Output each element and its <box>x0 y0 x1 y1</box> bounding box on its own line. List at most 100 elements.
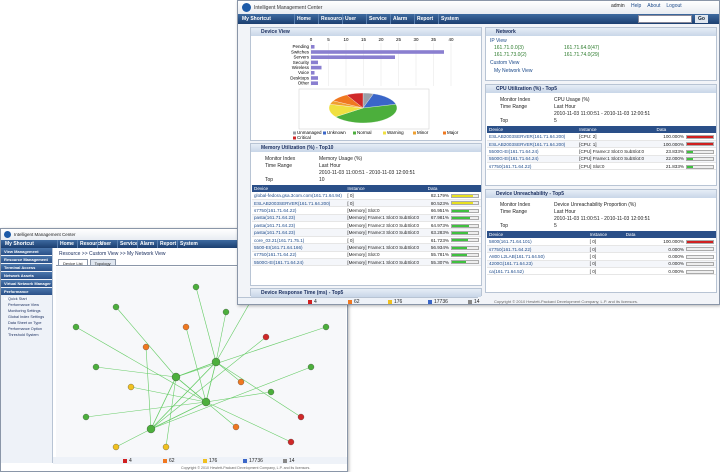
device[interactable]: pasta(161.71.64.23) <box>252 214 346 223</box>
alarm-count[interactable]: 4 <box>314 299 317 305</box>
header-link[interactable]: Help <box>631 3 642 9</box>
alarm-count[interactable]: 17736 <box>434 299 448 305</box>
nav-item[interactable]: Home <box>57 240 76 248</box>
device[interactable]: ca(161.71.64.52) <box>487 267 588 276</box>
device[interactable]: 5500-EI(161.71.64.166) <box>252 243 346 252</box>
my-view[interactable]: My Network View <box>494 68 533 74</box>
subnet-link[interactable]: 161.71.73.0(2) <box>494 52 527 58</box>
device-node[interactable] <box>232 423 240 431</box>
device-node[interactable] <box>201 397 211 407</box>
device[interactable]: pasta(161.71.64.23) <box>252 221 346 230</box>
tab[interactable]: Topology <box>89 259 116 266</box>
device-node[interactable] <box>112 443 120 451</box>
device-node[interactable] <box>162 443 170 451</box>
device-node[interactable] <box>322 323 330 331</box>
device-node[interactable] <box>171 372 181 382</box>
device[interactable]: 5800(161.71.64.101) <box>487 238 588 246</box>
nav-item[interactable]: Service <box>117 240 140 248</box>
link <box>150 376 177 430</box>
nav-item[interactable]: Alarm <box>137 240 156 248</box>
device[interactable]: global-fedora.gsa.3com.com(161.71.64.94) <box>252 192 346 200</box>
device-node[interactable] <box>287 438 295 446</box>
subnet-link[interactable]: 161.71.74.0(29) <box>564 52 600 58</box>
nav-item[interactable]: Alarm <box>390 14 409 24</box>
device-node[interactable] <box>267 388 275 396</box>
subnet-link[interactable]: 161.71.0.0(3) <box>494 45 524 51</box>
menu-section[interactable]: Network Assets <box>1 272 52 279</box>
menu-item[interactable]: Data Sheet on Type <box>8 321 42 325</box>
device-node[interactable] <box>262 333 270 341</box>
device-node[interactable] <box>142 343 150 351</box>
device-node[interactable] <box>307 363 315 371</box>
device-node[interactable] <box>211 357 221 367</box>
device-node[interactable] <box>72 323 80 331</box>
device[interactable]: A800 L2LAB(161.71.64.50) <box>487 252 588 261</box>
nav-item[interactable]: User <box>342 14 358 24</box>
nav-item[interactable]: Report <box>414 14 435 24</box>
device-node[interactable] <box>192 283 200 291</box>
device-node[interactable] <box>182 323 190 331</box>
nav-item[interactable]: System <box>177 240 200 248</box>
nav-item[interactable]: Resource <box>318 14 346 24</box>
search-button[interactable]: Go <box>695 15 708 23</box>
device-node[interactable] <box>297 413 305 421</box>
alarm-count[interactable]: 14 <box>474 299 480 305</box>
device-node[interactable] <box>112 303 120 311</box>
custom-view[interactable]: Custom View <box>490 60 520 66</box>
menu-section[interactable]: Terminal Access <box>1 264 52 271</box>
device[interactable]: core_03.21(161.71.75.1) <box>252 236 346 245</box>
header-link[interactable]: Logout <box>666 3 682 9</box>
device-node[interactable] <box>237 378 245 386</box>
device[interactable]: pasta(161.71.64.23) <box>252 228 346 237</box>
shortcut[interactable]: My Shortcut <box>5 241 34 247</box>
header-link[interactable]: About <box>647 3 661 9</box>
menu-section[interactable]: Resource Management <box>1 256 52 263</box>
menu-item[interactable]: Monitoring Settings <box>8 309 41 313</box>
menu-item[interactable]: Global Index Settings <box>8 315 45 319</box>
alarm-count[interactable]: 14 <box>289 458 295 464</box>
ip-view[interactable]: IP View <box>490 38 507 44</box>
alarm-count[interactable]: 4 <box>129 458 132 464</box>
device-node[interactable] <box>222 308 230 316</box>
device[interactable]: 5500G-EI(161.71.64.24) <box>487 155 578 164</box>
column-header: Instance <box>345 185 426 192</box>
device-node[interactable] <box>146 424 156 434</box>
shortcut[interactable]: My Shortcut <box>242 16 271 22</box>
device[interactable]: s7750(161.71.64.22) <box>487 162 578 171</box>
nav-item[interactable]: Resource <box>77 240 105 248</box>
alarm-count[interactable]: 176 <box>394 299 403 305</box>
device[interactable]: ESLAB2003SERVER(161.71.64.200) <box>252 199 346 208</box>
alarm-count[interactable]: 62 <box>169 458 175 464</box>
menu-section[interactable]: Performance Management <box>1 288 52 301</box>
device[interactable]: s7750(161.71.64.22) <box>487 245 588 254</box>
device[interactable]: ESLAB2003SERVER(161.71.64.200) <box>487 140 578 149</box>
menu-item[interactable]: Threshold System <box>8 333 39 337</box>
menu-item[interactable]: Performance View <box>8 303 39 307</box>
device-node[interactable] <box>82 413 90 421</box>
menu-item[interactable]: Quick Start <box>8 297 27 301</box>
device-node[interactable] <box>92 363 100 371</box>
menu-section[interactable]: Virtual Network Manager <box>1 280 52 287</box>
device[interactable]: 4200G(161.71.64.23) <box>487 260 588 269</box>
menu-section[interactable]: View Management <box>1 248 52 255</box>
subnet-link[interactable]: 161.71.64.0(47) <box>564 45 600 51</box>
search-input[interactable] <box>638 15 692 23</box>
device[interactable]: 5500G-EI(161.71.64.24) <box>487 147 578 156</box>
device[interactable]: ESLAB2003SERVER(161.71.64.200) <box>487 133 578 141</box>
nav-item[interactable]: Home <box>294 14 313 24</box>
device[interactable]: s7750(161.71.64.22) <box>252 251 346 260</box>
device[interactable]: s7750(161.71.64.22) <box>252 206 346 215</box>
bar <box>687 150 694 153</box>
device[interactable]: 5500G-EI(161.71.64.24) <box>252 258 346 267</box>
nav-item[interactable]: System <box>438 14 461 24</box>
device-node[interactable] <box>127 383 135 391</box>
alarm-count[interactable]: 62 <box>354 299 360 305</box>
alarm-count[interactable]: 17736 <box>249 458 263 464</box>
alarm-count[interactable]: 176 <box>209 458 218 464</box>
nav-item[interactable]: Service <box>366 14 389 24</box>
menu-item[interactable]: Performance Option <box>8 327 42 331</box>
nav-item[interactable]: Report <box>157 240 178 248</box>
tab[interactable]: Device List <box>58 259 88 266</box>
user[interactable]: admin <box>611 3 625 9</box>
nav-item[interactable]: User <box>97 240 113 248</box>
